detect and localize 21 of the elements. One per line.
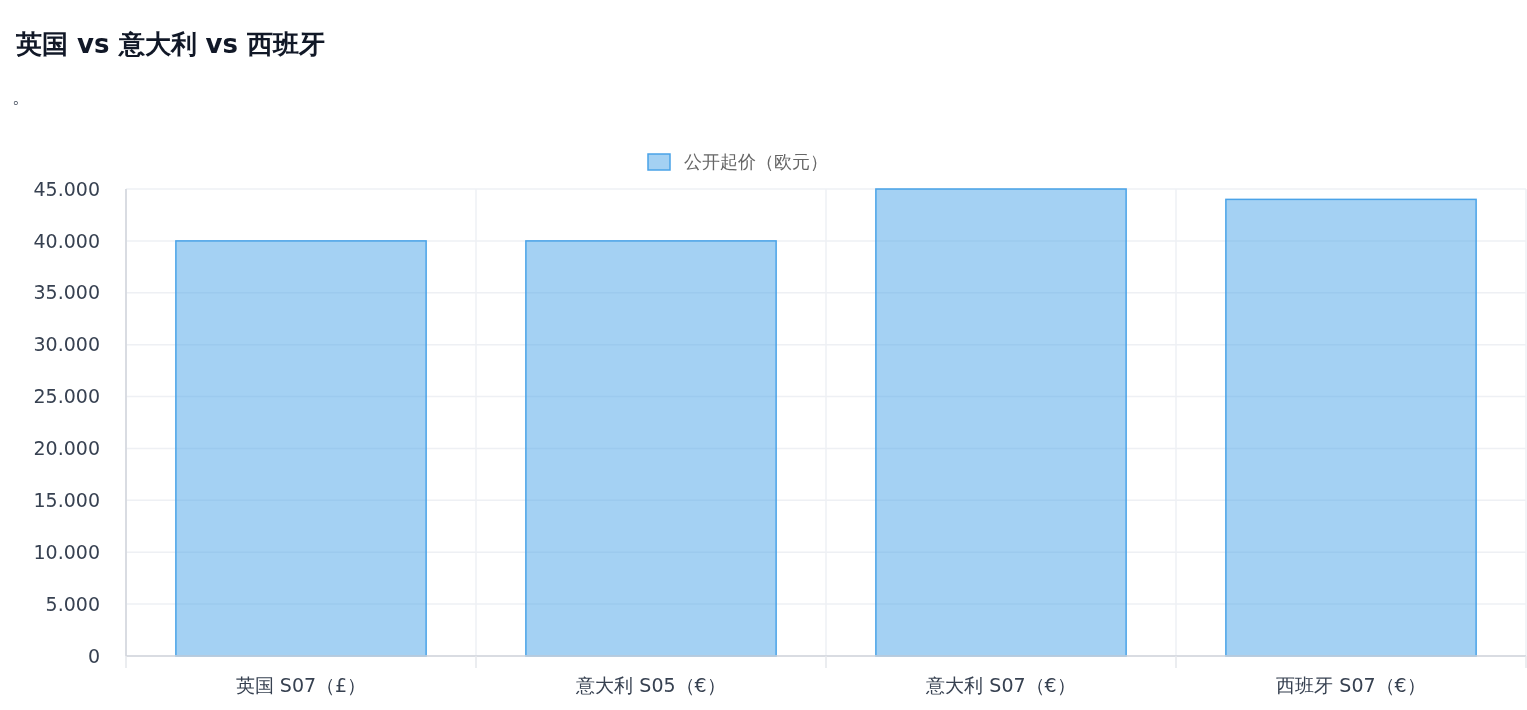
bar bbox=[1225, 198, 1477, 657]
bar bbox=[875, 188, 1127, 657]
y-tick-label: 10.000 bbox=[33, 540, 100, 563]
y-tick-label: 30.000 bbox=[33, 333, 100, 356]
bar bbox=[175, 240, 427, 657]
chart-title: 英国 vs 意大利 vs 西班牙 bbox=[15, 29, 326, 59]
y-tick-label: 15.000 bbox=[33, 488, 100, 511]
y-tick-label: 45.000 bbox=[33, 177, 100, 200]
x-tick-label: 西班牙 S07（€） bbox=[1276, 674, 1426, 696]
y-tick-label: 25.000 bbox=[33, 385, 100, 408]
chart-subtitle: 。 bbox=[12, 86, 30, 107]
bar bbox=[525, 240, 777, 657]
x-tick-label: 意大利 S07（€） bbox=[925, 674, 1076, 696]
legend-label: 公开起价（欧元） bbox=[684, 151, 828, 172]
y-tick-label: 5.000 bbox=[45, 592, 100, 615]
y-tick-label: 40.000 bbox=[33, 229, 100, 252]
y-tick-label: 20.000 bbox=[33, 437, 100, 460]
y-tick-label: 0 bbox=[87, 644, 100, 667]
x-tick-label: 英国 S07（£） bbox=[235, 674, 367, 696]
y-tick-label: 35.000 bbox=[33, 281, 100, 304]
x-tick-label: 意大利 S05（€） bbox=[575, 674, 726, 696]
